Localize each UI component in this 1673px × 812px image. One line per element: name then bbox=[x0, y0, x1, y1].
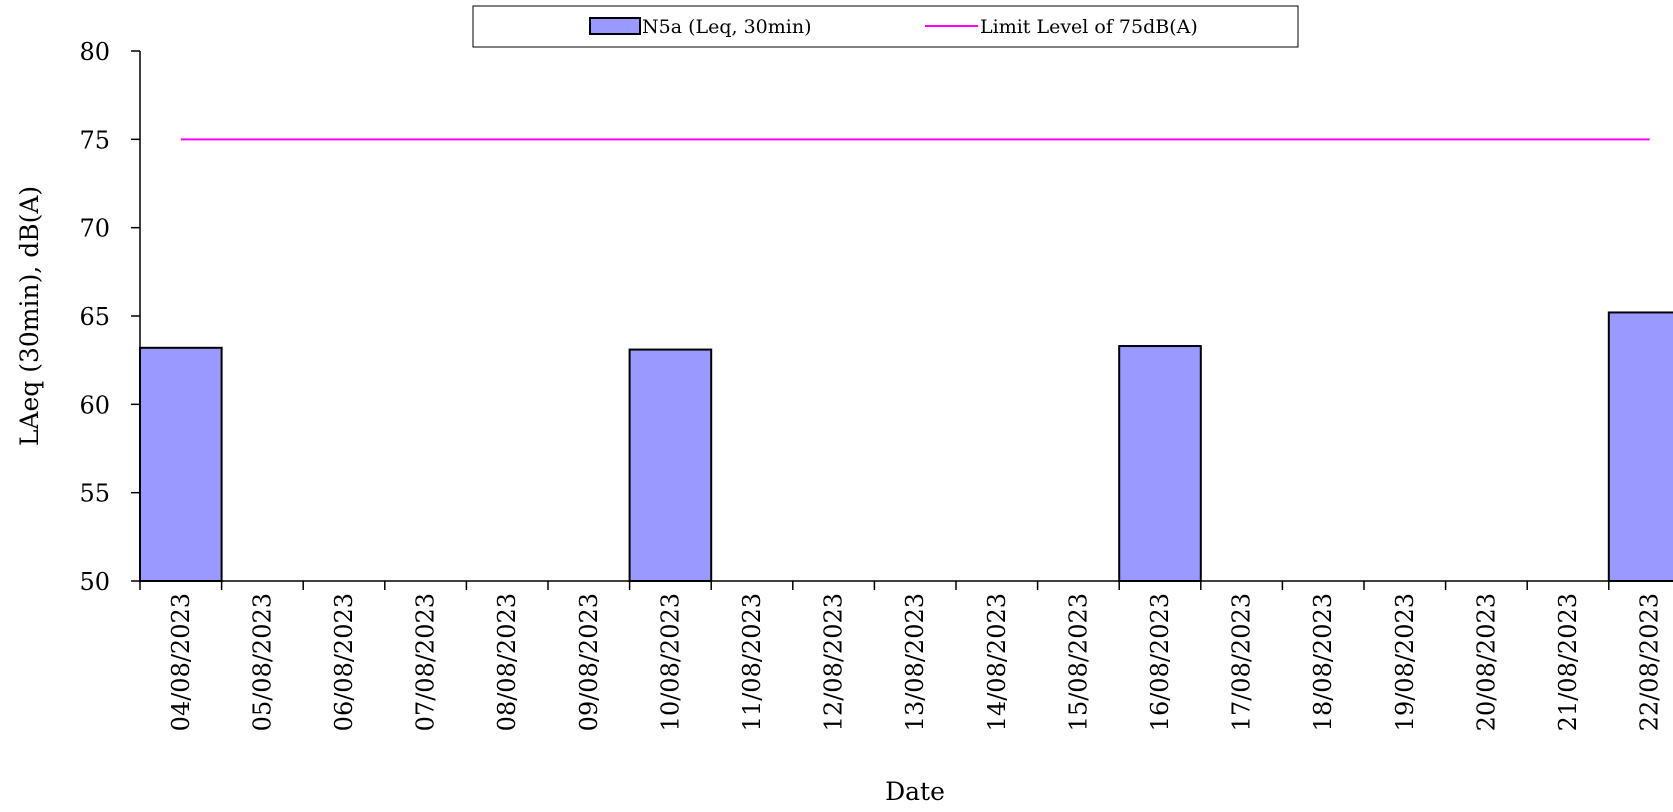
y-tick-label: 65 bbox=[79, 303, 110, 331]
x-tick-label: 05/08/2023 bbox=[248, 593, 276, 731]
x-tick-label: 16/08/2023 bbox=[1146, 593, 1174, 731]
x-tick-label: 11/08/2023 bbox=[738, 593, 766, 731]
x-tick-label: 08/08/2023 bbox=[493, 593, 521, 731]
x-tick-label: 12/08/2023 bbox=[820, 593, 848, 731]
x-tick-label: 20/08/2023 bbox=[1472, 593, 1500, 731]
x-tick-label: 07/08/2023 bbox=[412, 593, 440, 731]
x-tick-label: 17/08/2023 bbox=[1228, 593, 1256, 731]
x-tick-label: 21/08/2023 bbox=[1554, 593, 1582, 731]
x-tick-label: 09/08/2023 bbox=[575, 593, 603, 731]
bar bbox=[628, 348, 713, 583]
legend-label-bar: N5a (Leq, 30min) bbox=[642, 16, 812, 38]
y-tick-label: 50 bbox=[79, 568, 110, 596]
x-tick-label: 13/08/2023 bbox=[901, 593, 929, 731]
x-axis-title: Date bbox=[885, 777, 945, 806]
y-axis-title: LAeq (30min), dB(A) bbox=[15, 186, 44, 446]
x-tick-label: 19/08/2023 bbox=[1391, 593, 1419, 731]
legend-swatch-bar bbox=[589, 17, 641, 35]
x-tick-label: 06/08/2023 bbox=[330, 593, 358, 731]
bar bbox=[139, 346, 223, 582]
y-tick-label: 70 bbox=[79, 215, 110, 243]
y-tick-label: 75 bbox=[79, 126, 110, 154]
legend: N5a (Leq, 30min) Limit Level of 75dB(A) bbox=[472, 5, 1299, 48]
x-tick-label: 04/08/2023 bbox=[167, 593, 195, 731]
legend-label-limit: Limit Level of 75dB(A) bbox=[980, 16, 1198, 38]
x-tick-label: 18/08/2023 bbox=[1309, 593, 1337, 731]
y-tick-label: 60 bbox=[79, 391, 110, 419]
x-tick-label: 15/08/2023 bbox=[1064, 593, 1092, 731]
x-tick-label: 14/08/2023 bbox=[983, 593, 1011, 731]
y-tick-label: 80 bbox=[79, 38, 110, 66]
bar bbox=[1607, 311, 1673, 582]
y-axis: 50 55 60 65 70 75 80 bbox=[79, 38, 141, 596]
bar bbox=[1118, 345, 1202, 582]
x-tick-label: 10/08/2023 bbox=[656, 593, 684, 731]
x-tick-label: 22/08/2023 bbox=[1636, 593, 1664, 731]
x-axis: 04/08/2023 05/08/2023 06/08/2023 07/08/2023… bbox=[139, 580, 1673, 731]
y-tick-label: 55 bbox=[79, 480, 110, 508]
bar-series bbox=[139, 311, 1673, 583]
